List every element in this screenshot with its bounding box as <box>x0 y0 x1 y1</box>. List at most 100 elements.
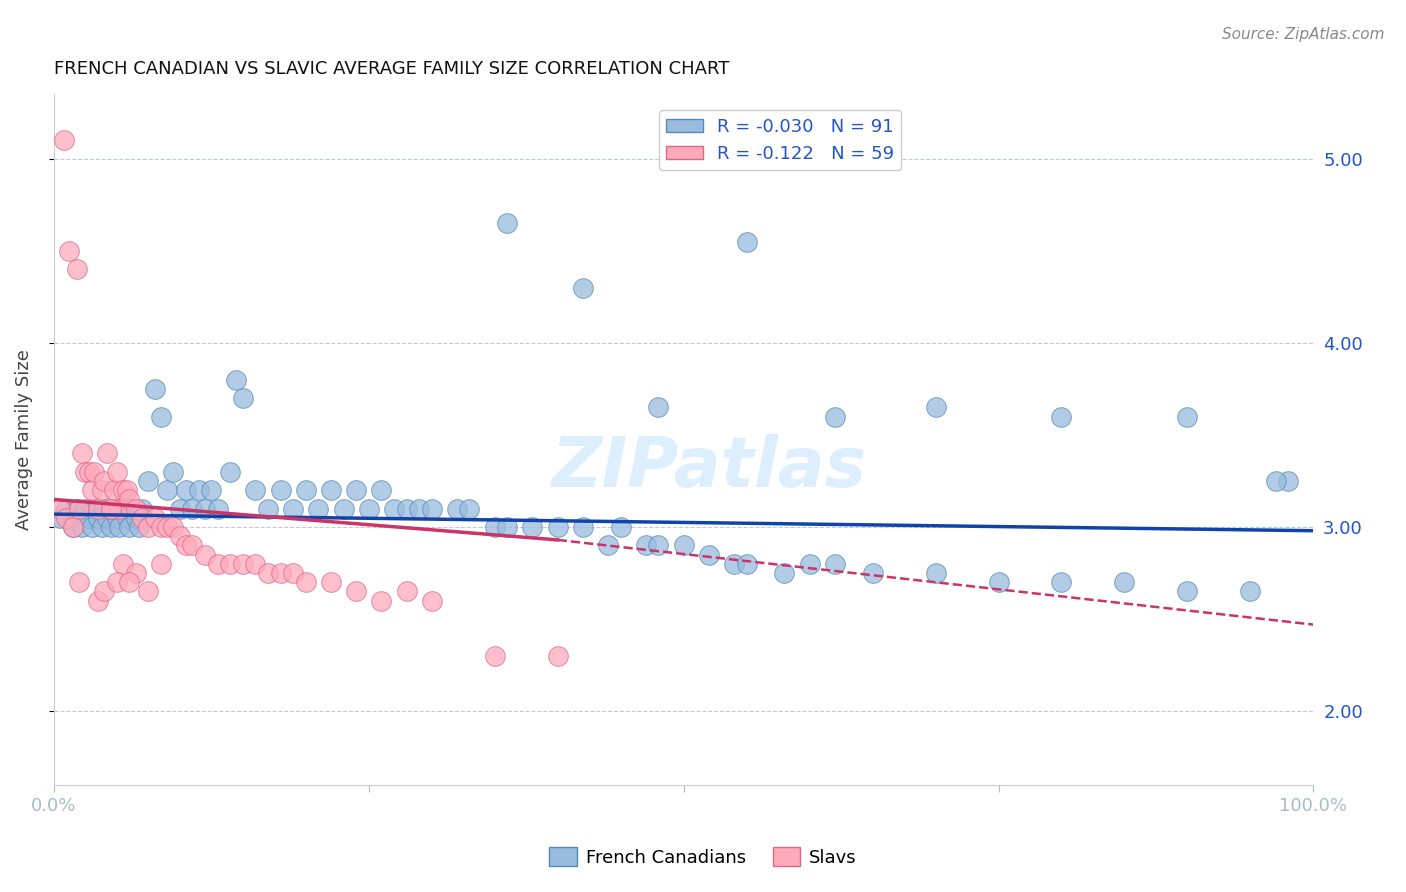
Point <box>207 557 229 571</box>
Point <box>58 511 80 525</box>
Point <box>105 511 128 525</box>
Point <box>420 501 443 516</box>
Point <box>332 501 354 516</box>
Point <box>112 557 135 571</box>
Point <box>283 566 305 580</box>
Point <box>219 465 242 479</box>
Text: ZIPatlas: ZIPatlas <box>551 434 866 500</box>
Point <box>496 520 519 534</box>
Point <box>112 501 135 516</box>
Point <box>162 465 184 479</box>
Point <box>100 501 122 516</box>
Point <box>131 501 153 516</box>
Point <box>458 501 481 516</box>
Point <box>395 584 418 599</box>
Point <box>924 566 946 580</box>
Point <box>83 501 105 516</box>
Point <box>245 557 267 571</box>
Point <box>62 520 84 534</box>
Point <box>257 566 280 580</box>
Point <box>1264 474 1286 488</box>
Point <box>96 446 118 460</box>
Point <box>136 520 159 534</box>
Point <box>697 548 720 562</box>
Point <box>87 511 110 525</box>
Point <box>496 216 519 230</box>
Point <box>408 501 430 516</box>
Point <box>100 520 122 534</box>
Point <box>987 575 1010 590</box>
Point <box>219 557 242 571</box>
Point <box>634 538 657 552</box>
Point <box>370 593 392 607</box>
Point <box>156 483 179 498</box>
Point <box>174 538 197 552</box>
Point <box>824 557 846 571</box>
Point <box>112 483 135 498</box>
Point <box>1050 409 1073 424</box>
Text: Source: ZipAtlas.com: Source: ZipAtlas.com <box>1222 27 1385 42</box>
Point <box>799 557 821 571</box>
Point <box>103 483 125 498</box>
Y-axis label: Average Family Size: Average Family Size <box>15 349 32 530</box>
Point <box>194 501 217 516</box>
Point <box>181 538 204 552</box>
Point <box>93 584 115 599</box>
Point <box>67 501 90 516</box>
Point <box>294 483 316 498</box>
Point <box>344 483 367 498</box>
Point <box>128 520 150 534</box>
Point <box>370 483 392 498</box>
Point <box>103 501 125 516</box>
Point <box>169 501 191 516</box>
Point <box>1239 584 1261 599</box>
Point <box>55 501 77 516</box>
Point <box>90 483 112 498</box>
Point <box>52 133 75 147</box>
Point <box>149 557 172 571</box>
Point <box>245 483 267 498</box>
Point <box>108 501 131 516</box>
Point <box>344 584 367 599</box>
Point <box>77 465 100 479</box>
Point <box>118 575 141 590</box>
Point <box>596 538 619 552</box>
Point <box>319 483 342 498</box>
Point <box>67 575 90 590</box>
Point <box>108 520 131 534</box>
Point <box>149 520 172 534</box>
Point <box>125 566 148 580</box>
Point <box>572 520 595 534</box>
Point <box>87 593 110 607</box>
Point <box>232 391 254 405</box>
Point <box>75 465 97 479</box>
Point <box>65 262 87 277</box>
Point <box>283 501 305 516</box>
Point <box>723 557 745 571</box>
Point <box>70 446 93 460</box>
Point <box>77 511 100 525</box>
Point <box>270 483 292 498</box>
Point <box>824 409 846 424</box>
Point <box>1277 474 1299 488</box>
Point <box>672 538 695 552</box>
Legend: R = -0.030   N = 91, R = -0.122   N = 59: R = -0.030 N = 91, R = -0.122 N = 59 <box>659 111 901 169</box>
Point <box>207 501 229 516</box>
Point <box>200 483 222 498</box>
Point <box>647 401 669 415</box>
Point <box>735 557 758 571</box>
Point <box>105 465 128 479</box>
Point <box>319 575 342 590</box>
Point <box>115 511 138 525</box>
Point <box>257 501 280 516</box>
Point <box>225 373 247 387</box>
Point <box>924 401 946 415</box>
Point <box>121 501 143 516</box>
Point <box>131 511 153 525</box>
Point <box>93 501 115 516</box>
Point <box>83 465 105 479</box>
Point <box>446 501 468 516</box>
Point <box>1114 575 1136 590</box>
Point <box>96 511 118 525</box>
Point <box>547 520 569 534</box>
